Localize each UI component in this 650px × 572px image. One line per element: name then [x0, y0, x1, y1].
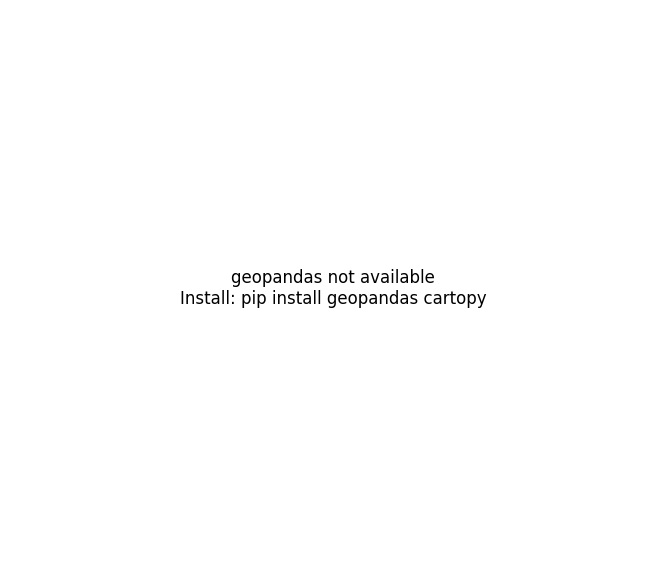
Text: geopandas not available
Install: pip install geopandas cartopy: geopandas not available Install: pip ins…: [180, 269, 486, 308]
